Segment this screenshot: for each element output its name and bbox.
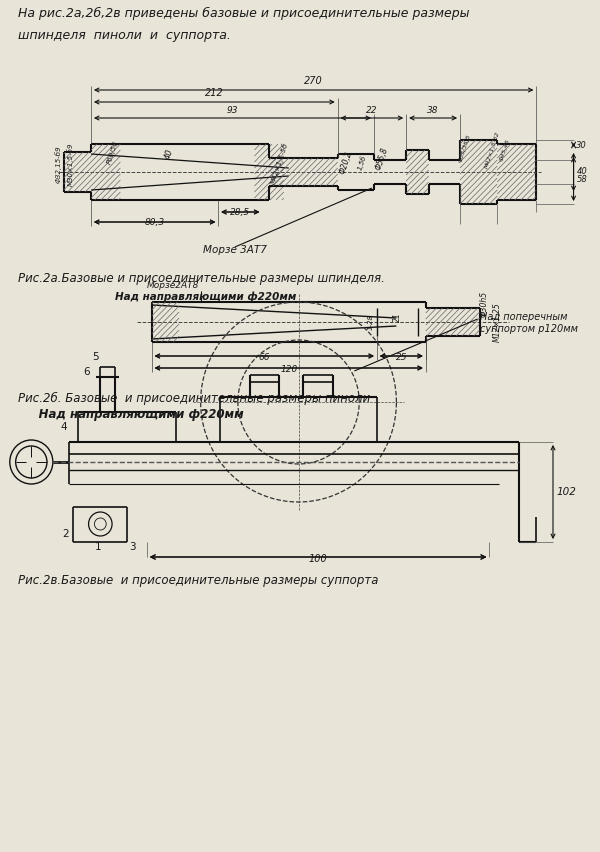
Text: 120: 120 (280, 365, 298, 374)
Text: 1: 1 (95, 542, 101, 552)
Text: 30: 30 (577, 141, 587, 149)
Text: Ф32,15-б9: Ф32,15-б9 (55, 145, 62, 183)
Text: 21: 21 (393, 312, 402, 322)
Text: На рис.2а,2б,2в приведены базовые и присоединительные размеры: На рис.2а,2б,2в приведены базовые и прис… (17, 7, 469, 20)
Text: 40: 40 (577, 168, 587, 176)
Text: 270: 270 (304, 76, 323, 86)
Text: Ф35/35,5: Ф35/35,5 (458, 133, 472, 163)
Text: М42×1,5-б2: М42×1,5-б2 (484, 131, 500, 170)
Text: Морзе2АТ8: Морзе2АТ8 (147, 281, 199, 290)
Text: Рис.2а.Базовые и присоединительные размеры шпинделя.: Рис.2а.Базовые и присоединительные разме… (17, 272, 385, 285)
Text: Ф45,46: Ф45,46 (499, 138, 511, 162)
Text: 4: 4 (61, 422, 67, 432)
Text: шпинделя  пиноли  и  суппорта.: шпинделя пиноли и суппорта. (17, 29, 230, 42)
Text: 66: 66 (259, 353, 270, 362)
Text: 22: 22 (366, 106, 377, 115)
Text: Над направляющими ф220мм: Над направляющими ф220мм (17, 408, 244, 421)
Text: суппортом р120мм: суппортом р120мм (479, 324, 578, 334)
Text: 1-28: 1-28 (368, 314, 374, 330)
Text: 3: 3 (129, 542, 136, 552)
Text: 40: 40 (163, 147, 175, 160)
Text: 100: 100 (309, 554, 328, 564)
Text: М42×1,5-5б: М42×1,5-5б (269, 141, 289, 185)
Text: 58: 58 (577, 175, 587, 183)
Text: 1,5б: 1,5б (356, 154, 368, 171)
Text: 5: 5 (92, 352, 99, 362)
Text: 102: 102 (557, 487, 577, 497)
Text: М30×1,5-б9: М30×1,5-б9 (67, 142, 73, 186)
Text: Ф20,2: Ф20,2 (338, 150, 353, 176)
Text: Морзе 3АТ7: Морзе 3АТ7 (203, 245, 267, 255)
Text: 28,5: 28,5 (230, 208, 250, 217)
Text: 25: 25 (395, 353, 407, 362)
Text: М12×1,25: М12×1,25 (493, 302, 502, 342)
Text: Ф30h5: Ф30h5 (480, 291, 489, 317)
Text: 212: 212 (205, 88, 224, 98)
Text: Р60/56: Р60/56 (106, 140, 119, 164)
Text: Над поперечным: Над поперечным (479, 312, 567, 322)
Text: Рис.2б. Базовые  и присоединительные размеры пиноли: Рис.2б. Базовые и присоединительные разм… (17, 392, 370, 405)
Text: 93: 93 (227, 106, 238, 115)
Text: Рис.2в.Базовые  и присоединительные размеры суппорта: Рис.2в.Базовые и присоединительные разме… (17, 574, 378, 587)
Text: Над направляющими ф220мм: Над направляющими ф220мм (115, 291, 296, 302)
Text: 2: 2 (62, 529, 69, 539)
Text: 6: 6 (83, 367, 89, 377)
Text: 80,3: 80,3 (145, 218, 165, 227)
Text: 38: 38 (427, 106, 439, 115)
Text: Ф55,8: Ф55,8 (374, 147, 389, 171)
